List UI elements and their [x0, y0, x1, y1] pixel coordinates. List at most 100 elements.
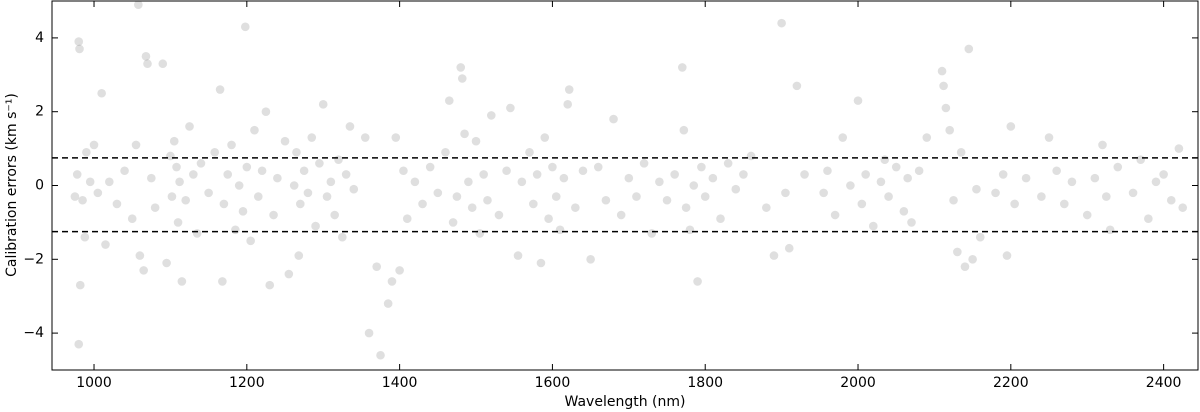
point [97, 88, 106, 98]
point [1113, 162, 1123, 172]
point [238, 207, 248, 216]
point [1178, 203, 1188, 212]
point [425, 162, 435, 172]
point [246, 236, 255, 246]
point [464, 177, 473, 187]
point [639, 159, 649, 168]
point [517, 177, 527, 187]
point [506, 103, 515, 113]
point [601, 195, 611, 205]
point [903, 173, 912, 183]
point [1128, 188, 1138, 198]
point [792, 81, 802, 91]
x-tick-label: 1000 [76, 375, 112, 391]
point [819, 188, 828, 198]
point [716, 214, 725, 224]
point [1151, 177, 1161, 187]
point [158, 59, 168, 69]
point [250, 125, 259, 135]
point [1144, 214, 1153, 224]
point [70, 192, 80, 201]
point [884, 192, 893, 201]
point [513, 251, 523, 260]
point [457, 74, 467, 83]
point [1090, 173, 1100, 183]
point [1010, 199, 1019, 209]
point [299, 166, 309, 176]
point [93, 188, 103, 198]
point [383, 299, 393, 308]
point [101, 240, 110, 249]
point [544, 214, 553, 224]
point [746, 151, 756, 161]
point [914, 166, 924, 176]
point [1102, 192, 1111, 201]
point [551, 192, 561, 201]
point [800, 170, 809, 179]
x-tick-label: 2200 [993, 375, 1029, 391]
point [1002, 251, 1012, 260]
point [853, 96, 863, 105]
point [334, 155, 343, 164]
point [975, 232, 985, 242]
point [700, 192, 710, 201]
point [257, 166, 267, 176]
point [330, 210, 339, 220]
point [284, 269, 294, 279]
point [196, 159, 206, 168]
point [231, 225, 240, 235]
point [762, 203, 771, 212]
point [693, 277, 702, 286]
point [292, 147, 301, 157]
point [960, 262, 970, 271]
y-tick-label: 0 [35, 178, 44, 194]
point [234, 181, 244, 190]
point [1174, 144, 1184, 153]
point [181, 195, 190, 205]
point [289, 181, 299, 190]
point [147, 173, 156, 183]
point [192, 229, 202, 238]
point [609, 114, 618, 124]
point [681, 203, 691, 212]
point [953, 247, 962, 257]
y-tick-label: −2 [23, 251, 44, 267]
point [134, 0, 143, 9]
point [280, 136, 290, 146]
point [1044, 133, 1054, 142]
point [391, 133, 401, 142]
point [372, 262, 382, 271]
point [846, 181, 855, 190]
point [956, 147, 966, 157]
point [548, 162, 557, 172]
point [120, 166, 129, 176]
point [150, 203, 160, 212]
point [998, 170, 1008, 179]
point [349, 184, 359, 194]
point [697, 162, 706, 172]
point [689, 181, 699, 190]
point [968, 254, 977, 264]
point [471, 136, 481, 146]
point [670, 170, 679, 179]
point [273, 173, 282, 183]
point [315, 159, 324, 168]
point [907, 218, 916, 227]
point [303, 188, 313, 198]
point [1166, 195, 1176, 205]
x-tick-label: 1600 [535, 375, 571, 391]
point [1060, 199, 1069, 209]
point [307, 133, 317, 142]
point [338, 232, 347, 242]
point [857, 199, 867, 209]
point [880, 155, 890, 164]
point [269, 210, 278, 220]
point [949, 195, 958, 205]
point [364, 328, 374, 338]
point [483, 195, 492, 205]
point [448, 218, 458, 227]
y-axis-label: Calibration errors (km s⁻¹) [4, 93, 20, 277]
point [467, 203, 477, 212]
point [78, 195, 87, 205]
point [326, 177, 336, 187]
